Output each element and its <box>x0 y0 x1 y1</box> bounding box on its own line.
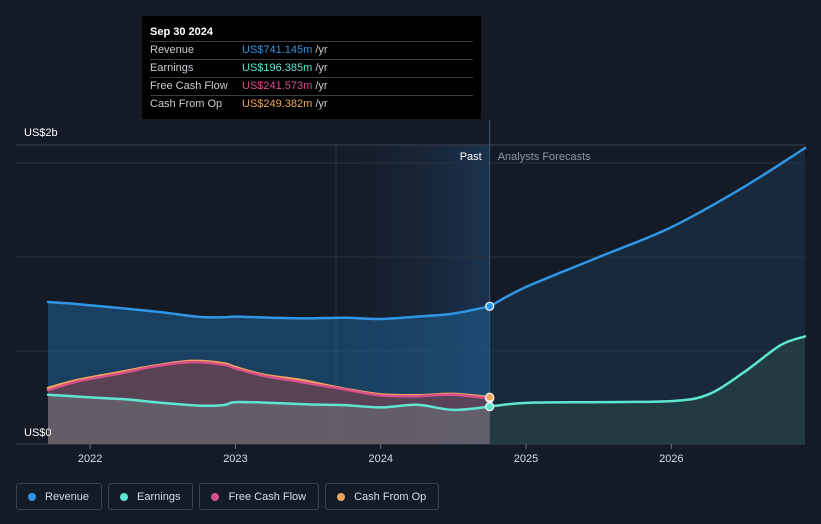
free-cash-flow-past-line <box>46 360 491 400</box>
legend-label: Cash From Op <box>354 490 427 503</box>
legend-label: Free Cash Flow <box>228 490 307 503</box>
tooltip-value: US$741.145m <box>242 44 313 56</box>
tooltip-value: US$241.573m <box>242 80 313 92</box>
tooltip-row-earnings: Earnings US$196.385m /yr <box>150 59 473 77</box>
revenue-dot-icon <box>28 492 36 501</box>
tooltip-unit: /yr <box>315 80 328 92</box>
tooltip-row-revenue: Revenue US$741.145m /yr <box>150 41 473 59</box>
cash-from-op-marker <box>485 392 495 402</box>
x-tick-label: 2026 <box>659 453 683 465</box>
x-tick-label: 2024 <box>368 453 392 465</box>
legend-item-earnings[interactable]: Earnings <box>108 483 194 510</box>
cash-from-op-dot-icon <box>337 492 346 501</box>
tooltip-unit: /yr <box>315 98 328 110</box>
revenue-forecast-area <box>489 148 805 444</box>
tooltip-unit: /yr <box>315 44 328 56</box>
legend-label: Earnings <box>137 490 181 503</box>
tooltip-row-cash-from-op: Cash From Op US$249.382m /yr <box>150 95 473 113</box>
earnings-forecast-line <box>488 335 807 408</box>
revenue-marker <box>485 301 495 311</box>
earnings-past-line <box>46 393 491 412</box>
legend-item-revenue[interactable]: Revenue <box>16 483 103 510</box>
tooltip-label: Revenue <box>150 44 195 56</box>
earnings-past-area <box>48 394 490 444</box>
tooltip-unit: /yr <box>315 62 328 74</box>
tooltip-label: Cash From Op <box>150 98 223 110</box>
tooltip-value: US$249.382m <box>242 98 313 110</box>
free-cash-flow-dot-icon <box>211 492 220 501</box>
earnings-forecast-area <box>489 336 805 444</box>
tooltip-label: Free Cash Flow <box>150 80 228 92</box>
y-tick-label: US$2b <box>24 127 58 139</box>
data-tooltip: Sep 30 2024 Revenue US$741.145m /yr Earn… <box>142 16 481 119</box>
x-tick-label: 2023 <box>223 453 247 465</box>
legend-item-free-cash-flow[interactable]: Free Cash Flow <box>199 483 320 510</box>
x-tick-label: 2025 <box>514 453 538 465</box>
x-tick-label: 2022 <box>78 453 102 465</box>
tooltip-row-free-cash-flow: Free Cash Flow US$241.573m /yr <box>150 77 473 95</box>
legend-label: Revenue <box>45 490 90 503</box>
earnings-marker <box>485 402 495 412</box>
tooltip-date: Sep 30 2024 <box>150 26 213 38</box>
tooltip-label: Earnings <box>150 62 194 74</box>
revenue-forecast-line <box>488 146 807 308</box>
tooltip-value: US$196.385m <box>242 62 313 74</box>
revenue-past-line <box>46 300 491 321</box>
y-tick-label: US$0 <box>24 427 52 439</box>
chart-legend: Revenue Earnings Free Cash Flow Cash Fro… <box>16 483 445 510</box>
legend-item-cash-from-op[interactable]: Cash From Op <box>325 483 440 510</box>
forecast-label: Analysts Forecasts <box>498 151 591 163</box>
past-label: Past <box>460 151 482 163</box>
earnings-dot-icon <box>120 492 129 501</box>
